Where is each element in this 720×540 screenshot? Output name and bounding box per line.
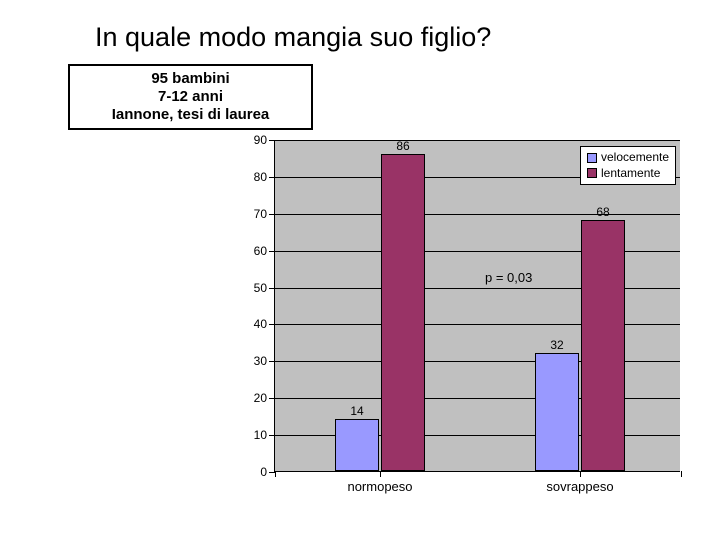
x-tick <box>580 471 581 477</box>
y-tick <box>269 398 275 399</box>
legend-item: lentamente <box>587 166 669 182</box>
subtitle-box: 95 bambini 7-12 anni Iannone, tesi di la… <box>68 64 313 130</box>
y-axis-label: 20 <box>254 391 267 405</box>
page-title: In quale modo mangia suo figlio? <box>95 22 491 53</box>
legend-swatch <box>587 153 597 163</box>
bar-velocemente: 32 <box>535 353 579 471</box>
legend-label: lentamente <box>601 166 660 182</box>
legend-swatch <box>587 168 597 178</box>
x-axis-label: normopeso <box>347 479 412 494</box>
y-axis-label: 40 <box>254 317 267 331</box>
subtitle-line3: Iannone, tesi di laurea <box>76 106 305 124</box>
y-axis-label: 50 <box>254 281 267 295</box>
x-tick <box>380 471 381 477</box>
legend-label: velocemente <box>601 150 669 166</box>
y-axis-label: 60 <box>254 244 267 258</box>
subtitle-line2: 7-12 anni <box>76 88 305 106</box>
y-tick <box>269 177 275 178</box>
y-tick <box>269 251 275 252</box>
y-axis-label: 70 <box>254 207 267 221</box>
bar-value-label: 86 <box>396 139 409 153</box>
legend-item: velocemente <box>587 150 669 166</box>
bar-lentamente: 86 <box>381 154 425 471</box>
y-axis-label: 0 <box>260 465 267 479</box>
bar-velocemente: 14 <box>335 419 379 471</box>
y-tick <box>269 214 275 215</box>
y-axis-label: 30 <box>254 354 267 368</box>
y-axis-label: 80 <box>254 170 267 184</box>
y-tick <box>269 140 275 141</box>
bar-lentamente: 68 <box>581 220 625 471</box>
y-axis-label: 10 <box>254 428 267 442</box>
legend: velocementelentamente <box>580 146 676 185</box>
bar-value-label: 14 <box>350 404 363 418</box>
chart-area: 01020304050607080901486normopeso3268sovr… <box>232 140 700 510</box>
x-axis-label: sovrappeso <box>546 479 613 494</box>
y-tick <box>269 435 275 436</box>
subtitle-line1: 95 bambini <box>76 70 305 88</box>
y-tick <box>269 324 275 325</box>
bar-value-label: 32 <box>550 338 563 352</box>
grid-line <box>275 214 680 215</box>
y-tick <box>269 288 275 289</box>
plot-area: 01020304050607080901486normopeso3268sovr… <box>274 140 680 472</box>
x-tick <box>681 471 682 477</box>
y-tick <box>269 361 275 362</box>
x-tick <box>275 471 276 477</box>
y-axis-label: 90 <box>254 133 267 147</box>
bar-value-label: 68 <box>596 205 609 219</box>
p-value-annotation: p = 0,03 <box>485 270 532 285</box>
grid-line <box>275 140 680 141</box>
